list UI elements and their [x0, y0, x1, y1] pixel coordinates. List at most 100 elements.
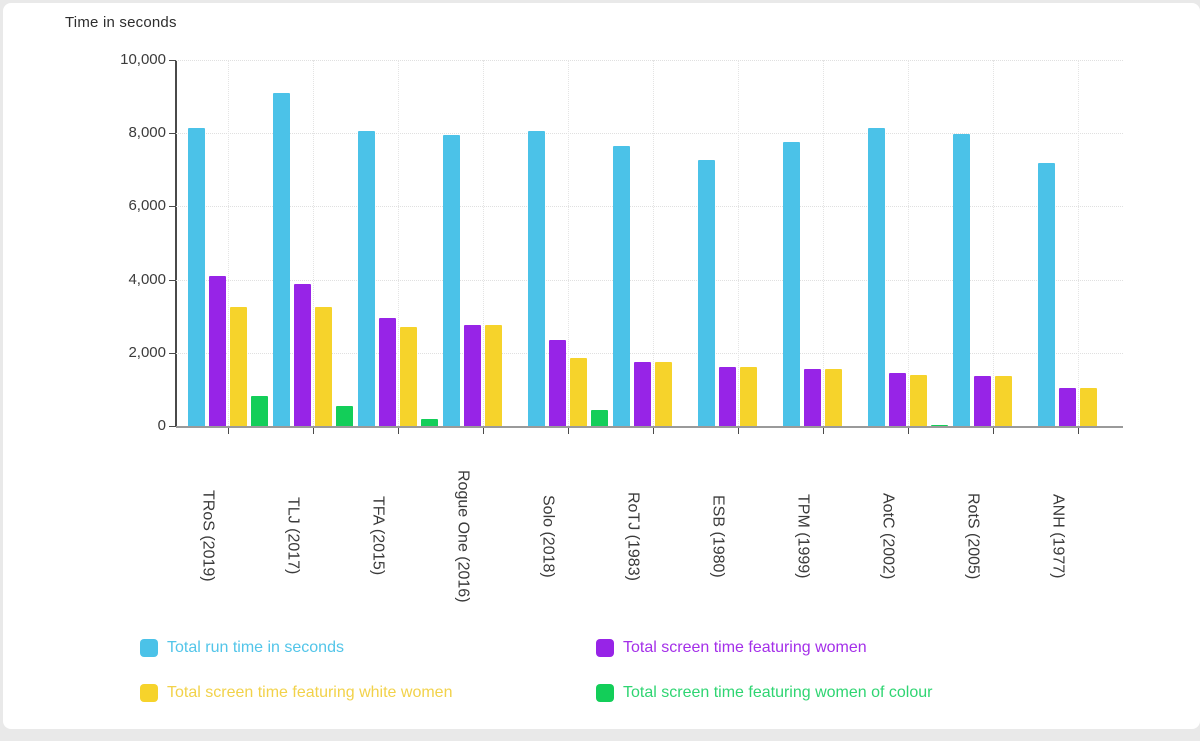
y-tick — [169, 206, 176, 208]
bar[interactable] — [782, 142, 800, 426]
bar[interactable] — [867, 128, 885, 426]
y-gridline — [176, 133, 1123, 135]
bar[interactable] — [697, 159, 715, 426]
y-tick — [169, 60, 176, 61]
bar[interactable] — [1079, 387, 1097, 426]
legend-label: Total screen time featuring women of col… — [623, 684, 933, 701]
x-category-label: AotC (2002) — [879, 492, 897, 580]
bar[interactable] — [463, 325, 481, 426]
x-gridline — [482, 60, 484, 426]
bar[interactable] — [1037, 163, 1055, 426]
bar[interactable] — [930, 424, 948, 426]
bar[interactable] — [569, 357, 587, 426]
x-category-label: ANH (1977) — [1049, 493, 1067, 579]
bar[interactable] — [484, 325, 502, 426]
bar[interactable] — [909, 374, 927, 426]
x-gridline — [567, 60, 569, 426]
bar[interactable] — [272, 92, 290, 426]
y-tick-label: 0 — [157, 417, 166, 434]
bar[interactable] — [888, 372, 906, 426]
x-tick — [482, 428, 484, 434]
y-gridline — [176, 279, 1123, 281]
x-gridline — [907, 60, 909, 426]
bar[interactable] — [378, 318, 396, 426]
x-tick — [227, 428, 229, 434]
bar[interactable] — [399, 327, 417, 426]
bar-group — [865, 128, 950, 426]
legend-label: Total run time in seconds — [167, 639, 344, 656]
y-tick — [169, 352, 176, 354]
bar-group — [950, 133, 1035, 426]
y-tick-label: 8,000 — [128, 124, 166, 142]
x-category-label: TLJ (2017) — [284, 497, 302, 575]
x-gridline — [312, 60, 314, 426]
bar-group — [185, 128, 270, 426]
x-category-label: Solo (2018) — [539, 494, 557, 578]
bar-group — [1035, 163, 1120, 426]
bar[interactable] — [994, 376, 1012, 426]
x-tick — [737, 428, 739, 434]
bar[interactable] — [420, 418, 438, 426]
bar[interactable] — [952, 133, 970, 426]
x-category-label: TFA (2015) — [369, 496, 387, 576]
legend-label: Total screen time featuring white women — [167, 684, 453, 701]
bar[interactable] — [612, 146, 630, 426]
bar-group — [355, 130, 440, 426]
bar[interactable] — [208, 275, 226, 426]
bar[interactable] — [187, 128, 205, 426]
bar[interactable] — [229, 307, 247, 426]
bar[interactable] — [973, 376, 991, 426]
y-tick-label: 6,000 — [128, 197, 166, 215]
x-category-label: RoTJ (1983) — [624, 491, 642, 581]
bar[interactable] — [1058, 387, 1076, 426]
y-tick-label: 10,000 — [120, 51, 166, 68]
x-gridline — [737, 60, 739, 426]
y-tick — [169, 426, 176, 427]
x-tick — [397, 428, 399, 434]
bar[interactable] — [335, 405, 353, 426]
y-tick-label: 2,000 — [128, 343, 166, 361]
legend-item[interactable]: Total run time in seconds — [140, 639, 596, 657]
x-category-label: TRoS (2019) — [199, 490, 217, 582]
legend-swatch — [140, 684, 158, 702]
legend-item[interactable]: Total screen time featuring women of col… — [596, 684, 932, 702]
legend-item[interactable]: Total screen time featuring women — [596, 639, 932, 657]
bar[interactable] — [824, 369, 842, 426]
legend: Total run time in seconds Total screen ti… — [140, 639, 932, 702]
x-tick — [822, 428, 824, 434]
bar[interactable] — [293, 284, 311, 426]
x-gridline — [1077, 60, 1079, 426]
x-category-label: ESB (1980) — [709, 494, 727, 578]
bar[interactable] — [633, 361, 651, 426]
bar[interactable] — [803, 369, 821, 426]
bar-group — [780, 142, 865, 426]
x-gridline — [822, 60, 824, 426]
bar[interactable] — [314, 307, 332, 426]
x-tick — [312, 428, 314, 434]
bar[interactable] — [442, 135, 460, 426]
x-category-label: TPM (1999) — [794, 493, 812, 579]
bar[interactable] — [590, 410, 608, 426]
y-gridline — [176, 352, 1123, 354]
x-tick — [567, 428, 569, 434]
y-tick-label: 4,000 — [128, 270, 166, 288]
bar[interactable] — [527, 130, 545, 426]
bar[interactable] — [739, 367, 757, 426]
legend-swatch — [140, 639, 158, 657]
bar-group — [270, 92, 355, 426]
x-axis-line — [176, 426, 1123, 428]
bar-group — [610, 146, 695, 426]
bar[interactable] — [654, 361, 672, 426]
bar[interactable] — [357, 130, 375, 426]
bar-group — [440, 135, 525, 426]
x-gridline — [227, 60, 229, 426]
chart-card: Time in seconds 10,000 8,000 6,000 4,000 2,0… — [3, 3, 1200, 729]
y-gridline — [176, 60, 1123, 61]
bar[interactable] — [548, 340, 566, 426]
legend-item[interactable]: Total screen time featuring white women — [140, 684, 596, 702]
bar[interactable] — [250, 396, 268, 426]
x-tick — [907, 428, 909, 434]
y-tick — [169, 133, 176, 135]
bar[interactable] — [718, 367, 736, 426]
x-tick — [1077, 428, 1079, 434]
